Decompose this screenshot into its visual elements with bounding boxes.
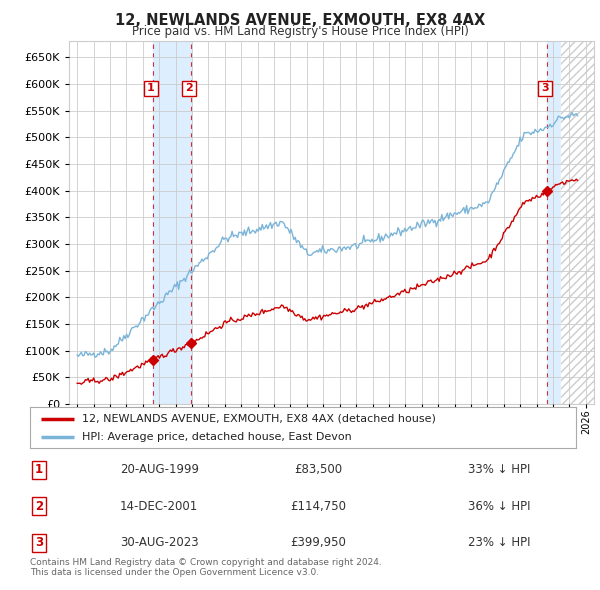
Text: 36% ↓ HPI: 36% ↓ HPI: [468, 500, 530, 513]
Text: 1: 1: [147, 83, 155, 93]
Polygon shape: [561, 41, 594, 404]
Text: 12, NEWLANDS AVENUE, EXMOUTH, EX8 4AX: 12, NEWLANDS AVENUE, EXMOUTH, EX8 4AX: [115, 13, 485, 28]
Text: 23% ↓ HPI: 23% ↓ HPI: [468, 536, 530, 549]
Text: 2: 2: [35, 500, 43, 513]
Text: 30-AUG-2023: 30-AUG-2023: [120, 536, 199, 549]
Text: 3: 3: [541, 83, 549, 93]
Bar: [154, 41, 191, 404]
Bar: [547, 41, 594, 404]
Text: 12, NEWLANDS AVENUE, EXMOUTH, EX8 4AX (detached house): 12, NEWLANDS AVENUE, EXMOUTH, EX8 4AX (d…: [82, 414, 436, 424]
Text: £114,750: £114,750: [290, 500, 346, 513]
Text: 14-DEC-2001: 14-DEC-2001: [120, 500, 198, 513]
Text: 33% ↓ HPI: 33% ↓ HPI: [468, 463, 530, 476]
Text: HPI: Average price, detached house, East Devon: HPI: Average price, detached house, East…: [82, 432, 352, 442]
Text: £83,500: £83,500: [294, 463, 342, 476]
Text: Price paid vs. HM Land Registry's House Price Index (HPI): Price paid vs. HM Land Registry's House …: [131, 25, 469, 38]
Text: 20-AUG-1999: 20-AUG-1999: [120, 463, 199, 476]
Text: 3: 3: [35, 536, 43, 549]
Text: 1: 1: [35, 463, 43, 476]
Text: Contains HM Land Registry data © Crown copyright and database right 2024.
This d: Contains HM Land Registry data © Crown c…: [30, 558, 382, 577]
Text: 2: 2: [185, 83, 193, 93]
Text: £399,950: £399,950: [290, 536, 346, 549]
